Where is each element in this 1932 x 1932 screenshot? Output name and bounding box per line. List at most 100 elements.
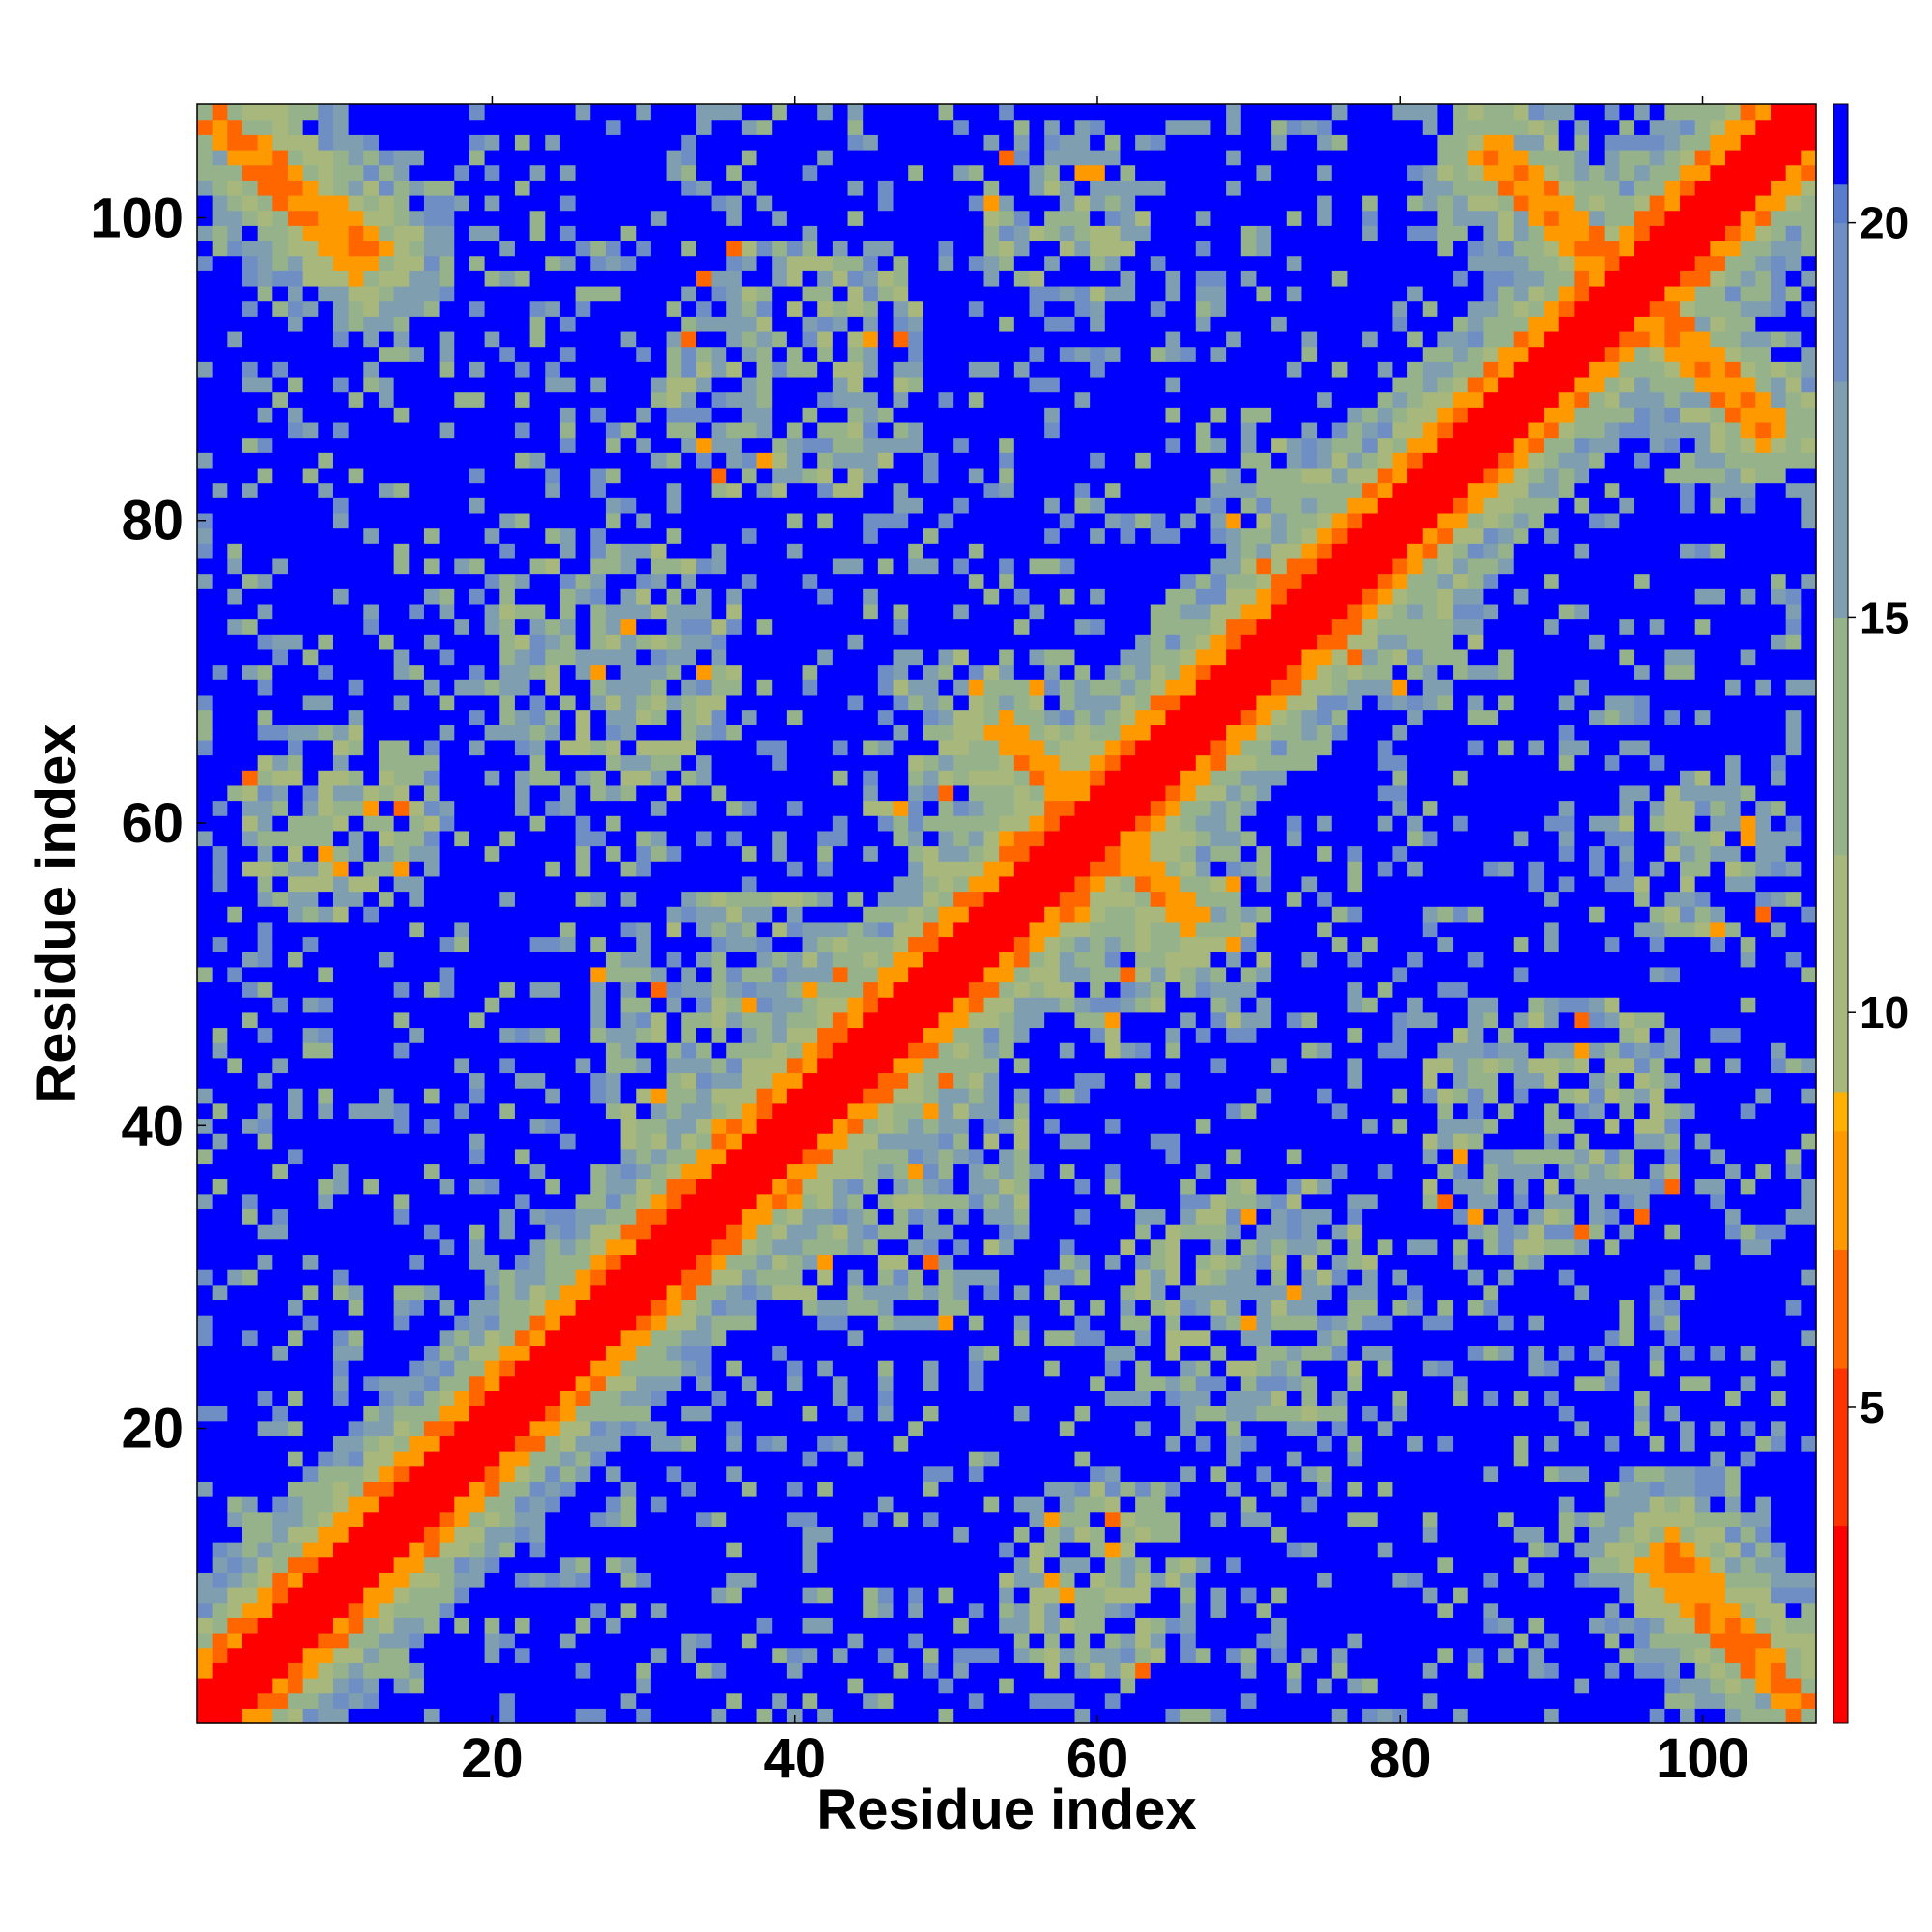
heatmap-cell: [348, 1284, 364, 1301]
heatmap-cell: [605, 1118, 622, 1134]
heatmap-cell: [499, 104, 516, 121]
heatmap-cell: [590, 1163, 607, 1179]
heatmap-cell: [681, 603, 697, 620]
heatmap-cell: [817, 180, 834, 196]
heatmap-cell: [514, 709, 531, 725]
heatmap-cell: [741, 815, 758, 832]
heatmap-cell: [409, 421, 425, 439]
heatmap-cell: [287, 603, 304, 620]
heatmap-cell: [559, 1148, 577, 1165]
heatmap-cell: [378, 407, 395, 423]
heatmap-cell: [348, 1678, 364, 1694]
heatmap-cell: [257, 1633, 273, 1649]
heatmap-cell: [590, 739, 607, 756]
heatmap-cell: [559, 966, 577, 983]
heatmap-cell: [454, 1193, 470, 1210]
heatmap-cell: [696, 1633, 713, 1649]
heatmap-cell: [332, 1390, 350, 1406]
heatmap-cell: [802, 149, 818, 166]
heatmap-cell: [756, 573, 773, 589]
heatmap-cell: [423, 194, 440, 212]
heatmap-cell: [469, 1708, 486, 1724]
heatmap-cell: [620, 376, 637, 393]
heatmap-cell: [499, 1617, 516, 1634]
heatmap-cell: [363, 1496, 380, 1513]
heatmap-cell: [302, 452, 319, 469]
heatmap-cell: [666, 634, 682, 650]
heatmap-cell: [454, 664, 470, 680]
heatmap-cell: [332, 225, 350, 242]
heatmap-cell: [605, 724, 622, 741]
heatmap-cell: [378, 588, 395, 605]
heatmap-cell: [666, 1345, 682, 1361]
heatmap-cell: [832, 1481, 849, 1497]
heatmap-cell: [499, 557, 516, 575]
heatmap-cell: [454, 346, 470, 362]
heatmap-cell: [332, 739, 350, 756]
heatmap-cell: [893, 694, 909, 711]
heatmap-cell: [559, 164, 577, 181]
heatmap-cell: [590, 1481, 607, 1497]
heatmap-cell: [272, 694, 289, 711]
heatmap-cell: [605, 1027, 622, 1043]
heatmap-cell: [605, 694, 622, 711]
heatmap-cell: [363, 391, 380, 408]
heatmap-cell: [227, 694, 243, 711]
heatmap-cell: [666, 1118, 682, 1134]
heatmap-cell: [741, 739, 758, 756]
heatmap-cell: [863, 1360, 879, 1377]
heatmap-cell: [726, 1133, 743, 1150]
heatmap-cell: [257, 330, 273, 348]
heatmap-cell: [242, 376, 259, 393]
heatmap-cell: [423, 1481, 440, 1497]
heatmap-cell: [212, 1163, 228, 1179]
heatmap-cell: [212, 1148, 228, 1165]
heatmap-cell: [756, 1163, 773, 1179]
heatmap-cell: [257, 754, 273, 771]
heatmap-cell: [863, 1133, 879, 1150]
heatmap-cell: [348, 1692, 364, 1709]
heatmap-cell: [318, 634, 334, 650]
heatmap-cell: [575, 906, 591, 923]
heatmap-cell: [726, 391, 743, 408]
heatmap-cell: [772, 664, 788, 680]
heatmap-cell: [605, 1057, 622, 1074]
heatmap-cell: [666, 830, 682, 847]
heatmap-cell: [620, 966, 637, 983]
heatmap-cell: [666, 361, 682, 378]
heatmap-cell: [666, 1360, 682, 1377]
heatmap-cell: [212, 497, 228, 514]
heatmap-cell: [197, 1647, 213, 1663]
heatmap-cell: [666, 512, 682, 529]
heatmap-cell: [378, 845, 395, 862]
heatmap-cell: [726, 1556, 743, 1573]
heatmap-cell: [832, 1072, 849, 1089]
heatmap-cell: [212, 134, 228, 151]
heatmap-cell: [620, 1708, 637, 1724]
heatmap-cell: [772, 300, 788, 317]
heatmap-cell: [272, 1238, 289, 1256]
heatmap-cell: [302, 285, 319, 302]
heatmap-cell: [650, 1269, 668, 1286]
heatmap-cell: [877, 1088, 895, 1104]
heatmap-cell: [409, 1133, 425, 1150]
heatmap-cell: [227, 966, 243, 983]
heatmap-cell: [726, 210, 743, 226]
heatmap-cell: [545, 1496, 561, 1513]
heatmap-cell: [197, 285, 213, 302]
heatmap-cell: [423, 1360, 440, 1377]
heatmap-cell: [877, 194, 895, 212]
heatmap-cell: [620, 164, 637, 181]
heatmap-cell: [287, 270, 304, 287]
heatmap-cell: [877, 1390, 895, 1406]
heatmap-cell: [847, 1329, 864, 1347]
heatmap-cell: [650, 1163, 668, 1179]
heatmap-cell: [650, 845, 668, 862]
heatmap-cell: [636, 210, 652, 226]
heatmap-cell: [893, 1420, 909, 1436]
heatmap-cell: [711, 1375, 727, 1391]
heatmap-cell: [514, 724, 531, 741]
heatmap-cell: [287, 981, 304, 998]
heatmap-cell: [197, 588, 213, 605]
heatmap-cell: [847, 618, 864, 635]
